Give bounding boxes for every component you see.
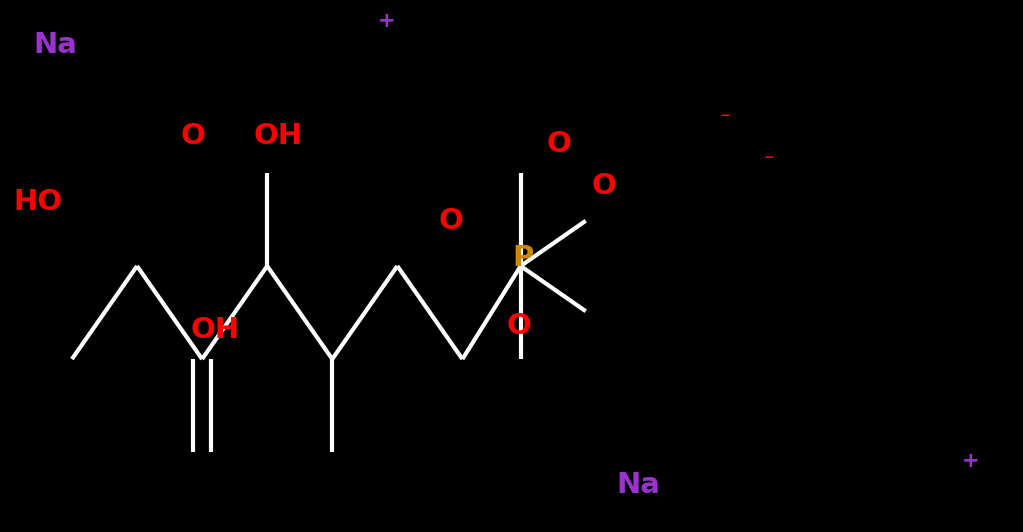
Text: P: P	[513, 244, 534, 272]
Text: ⁻: ⁻	[719, 110, 730, 130]
Text: O: O	[439, 207, 463, 235]
Text: OH: OH	[190, 316, 239, 344]
Text: HO: HO	[13, 188, 62, 216]
Text: O: O	[591, 172, 616, 200]
Text: O: O	[180, 122, 205, 149]
Text: Na: Na	[33, 31, 77, 59]
Text: Na: Na	[617, 471, 661, 499]
Text: OH: OH	[254, 122, 303, 149]
Text: +: +	[962, 451, 979, 471]
Text: +: +	[379, 11, 396, 31]
Text: ⁻: ⁻	[764, 152, 774, 172]
Text: O: O	[546, 130, 572, 157]
Text: O: O	[507, 312, 532, 339]
